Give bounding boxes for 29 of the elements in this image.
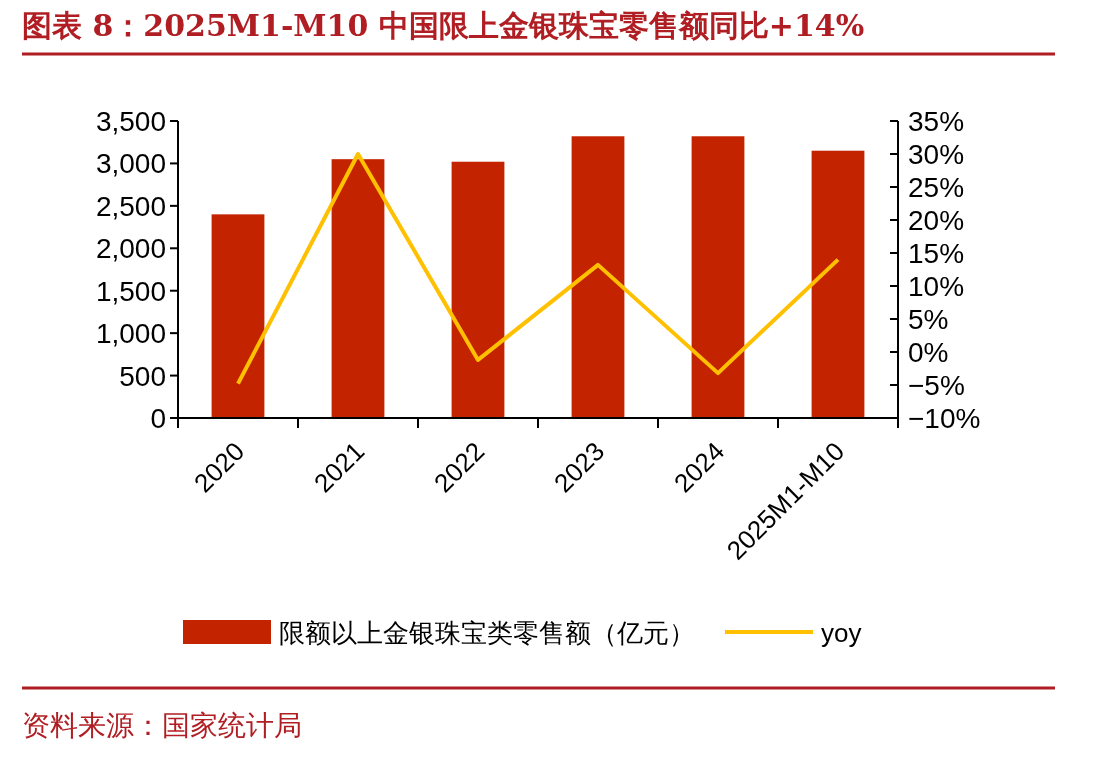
y2-tick-label: 10% — [908, 271, 965, 302]
y-tick-label: 3,500 — [95, 106, 166, 137]
legend-label: 限额以上金银珠宝类零售额（亿元） — [279, 618, 695, 648]
bar — [811, 150, 865, 418]
y-tick-label: 3,000 — [95, 148, 166, 180]
legend-label: yoy — [821, 618, 862, 648]
text: 资料来源：国家统计局 — [22, 709, 302, 742]
y-tick-label: 2,000 — [95, 233, 166, 265]
y2-tick-label: 15% — [908, 238, 965, 269]
line-series — [236, 152, 840, 386]
bar — [451, 161, 505, 418]
y-tick-label: 1,000 — [95, 318, 166, 350]
y2-tick-label: 20% — [908, 205, 965, 236]
y2-tick-label: 30% — [908, 139, 965, 170]
y-tick-label: 0 — [150, 403, 166, 434]
bar — [331, 159, 385, 418]
y2-tick-label: −10% — [908, 403, 981, 434]
bar — [211, 214, 265, 418]
y2-tick-label: −5% — [908, 370, 965, 401]
chart-title: 图表 8：2025M1-M10 中国限上金银珠宝零售额同比+14% — [22, 8, 865, 43]
y2-tick-label: 0% — [908, 337, 949, 368]
bar — [571, 136, 625, 418]
y-tick-label: 500 — [119, 360, 166, 392]
y2-tick-label: 35% — [908, 106, 965, 137]
y-tick-label: 1,500 — [95, 275, 166, 307]
y2-tick-label: 25% — [908, 172, 965, 203]
bar — [691, 136, 745, 418]
y-tick-label: 2,500 — [95, 190, 166, 222]
y2-tick-label: 5% — [908, 304, 949, 335]
